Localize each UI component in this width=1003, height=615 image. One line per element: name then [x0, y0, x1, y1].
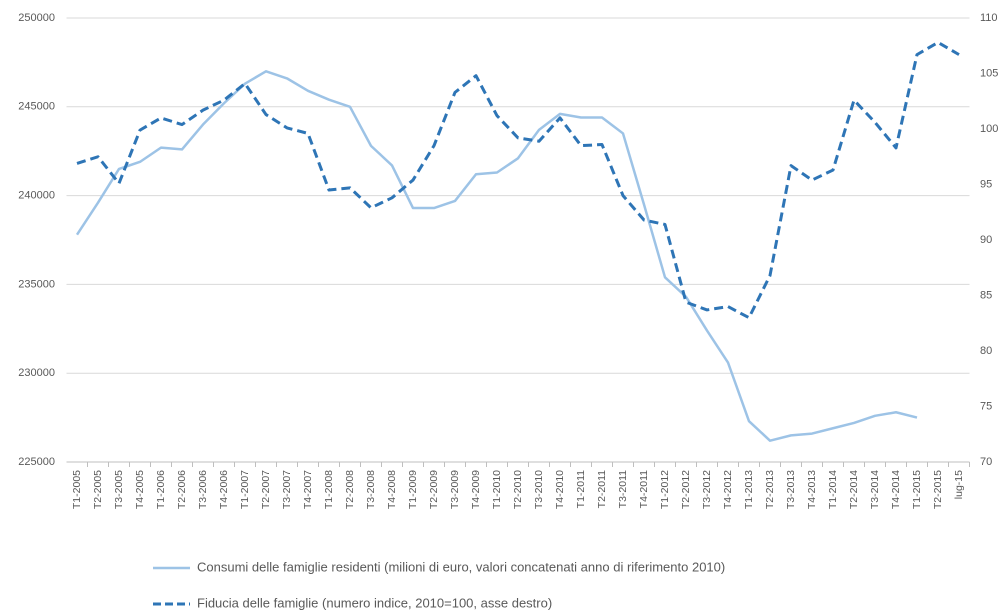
x-tick-label: T4-2014 — [890, 470, 902, 509]
x-tick-label: T4-2012 — [722, 470, 734, 509]
series-line — [76, 40, 960, 320]
x-tick-label: T1-2010 — [491, 470, 503, 509]
x-tick-label: T3-2008 — [365, 470, 377, 509]
x-tick-label: T3-2009 — [449, 470, 461, 509]
x-tick-label: T2-2008 — [344, 470, 356, 509]
x-tick-label: T3-2010 — [533, 470, 545, 509]
y-tick-label: 235000 — [18, 278, 55, 290]
x-tick-label: T1-2011 — [575, 470, 587, 508]
x-tick-label: T4-2010 — [554, 470, 566, 509]
x-tick-label: T4-2006 — [218, 470, 230, 509]
x-tick-label: T1-2012 — [659, 470, 671, 509]
x-tick-label: T3-2012 — [701, 470, 713, 509]
x-tick-label: T2-2012 — [680, 470, 692, 509]
y-tick-label: 225000 — [18, 456, 55, 468]
x-tick-label: T2-2011 — [596, 470, 608, 508]
x-tick-label: T4-2005 — [134, 470, 146, 509]
y-tick-label: 245000 — [18, 101, 55, 113]
x-tick-label: T1-2013 — [743, 470, 755, 509]
x-tick-label: T1-2014 — [827, 470, 839, 509]
x-tick-label: T1-2007 — [239, 470, 251, 509]
y2-tick-label: 85 — [980, 289, 992, 301]
x-tick-label: T4-2011 — [638, 470, 650, 508]
x-tick-label: T4-2009 — [470, 470, 482, 509]
x-tick-label: T2-2014 — [848, 470, 860, 509]
x-tick-label: T3-2014 — [869, 470, 881, 509]
series-line — [75, 70, 918, 442]
x-tick-label: T1-2006 — [155, 470, 167, 509]
legend-label: Consumi delle famiglie residenti (milion… — [197, 559, 725, 574]
x-tick-label: T2-2015 — [932, 470, 944, 509]
x-tick-label: T3-2006 — [197, 470, 209, 509]
x-tick-label: T3-2013 — [785, 470, 797, 509]
y-tick-label: 250000 — [18, 12, 55, 24]
y2-tick-label: 110 — [980, 12, 998, 24]
x-tick-label: T2-2007 — [260, 470, 272, 509]
legend-label: Fiducia delle famiglie (numero indice, 2… — [197, 595, 552, 610]
y-tick-label: 230000 — [18, 367, 55, 379]
y2-tick-label: 95 — [980, 178, 992, 190]
x-tick-label: T3-2005 — [113, 470, 125, 509]
x-tick-label: T2-2006 — [176, 470, 188, 509]
x-tick-label: T2-2009 — [428, 470, 440, 509]
x-tick-label: T1-2015 — [911, 470, 923, 509]
x-tick-label: T4-2008 — [386, 470, 398, 509]
x-tick-label: T2-2010 — [512, 470, 524, 509]
x-tick-label: T1-2005 — [71, 470, 83, 509]
x-tick-label: T3-2011 — [617, 470, 629, 508]
x-tick-label: T2-2005 — [92, 470, 104, 509]
x-tick-label: lug-15 — [953, 470, 965, 499]
y2-tick-label: 105 — [980, 67, 998, 79]
y2-tick-label: 80 — [980, 345, 992, 357]
x-tick-label: T3-2007 — [281, 470, 293, 509]
x-tick-label: T2-2013 — [764, 470, 776, 509]
y2-tick-label: 100 — [980, 123, 998, 135]
y2-tick-label: 70 — [980, 456, 992, 468]
x-tick-label: T4-2007 — [302, 470, 314, 509]
y2-tick-label: 75 — [980, 400, 992, 412]
y2-tick-label: 90 — [980, 234, 992, 246]
x-tick-label: T1-2009 — [407, 470, 419, 509]
x-tick-label: T4-2013 — [806, 470, 818, 509]
x-tick-label: T1-2008 — [323, 470, 335, 509]
y-tick-label: 240000 — [18, 190, 55, 202]
